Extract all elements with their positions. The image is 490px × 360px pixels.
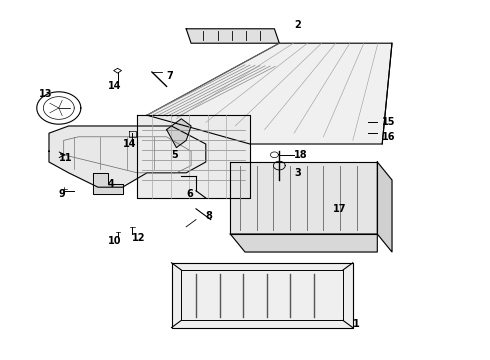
Text: 15: 15 [382,117,396,127]
Polygon shape [230,162,377,234]
Text: 14: 14 [108,81,122,91]
Polygon shape [377,162,392,252]
Text: 18: 18 [294,150,308,160]
Polygon shape [186,29,279,43]
Text: 6: 6 [186,189,193,199]
Text: 9: 9 [59,189,66,199]
Text: 2: 2 [294,20,301,30]
Polygon shape [137,115,250,198]
Text: 3: 3 [294,168,301,178]
Text: 4: 4 [108,179,115,189]
Polygon shape [230,234,377,252]
Text: 11: 11 [59,153,73,163]
Polygon shape [147,43,392,144]
Text: 12: 12 [132,233,146,243]
Polygon shape [93,173,122,194]
Text: 10: 10 [108,236,122,246]
Polygon shape [167,119,191,148]
Text: 14: 14 [122,139,136,149]
Polygon shape [49,126,206,187]
Text: 5: 5 [172,150,178,160]
Text: 7: 7 [167,71,173,81]
Text: 17: 17 [333,204,347,214]
Text: 8: 8 [206,211,213,221]
Text: 13: 13 [39,89,53,99]
Polygon shape [172,263,353,328]
Text: 16: 16 [382,132,396,142]
Text: 1: 1 [353,319,360,329]
